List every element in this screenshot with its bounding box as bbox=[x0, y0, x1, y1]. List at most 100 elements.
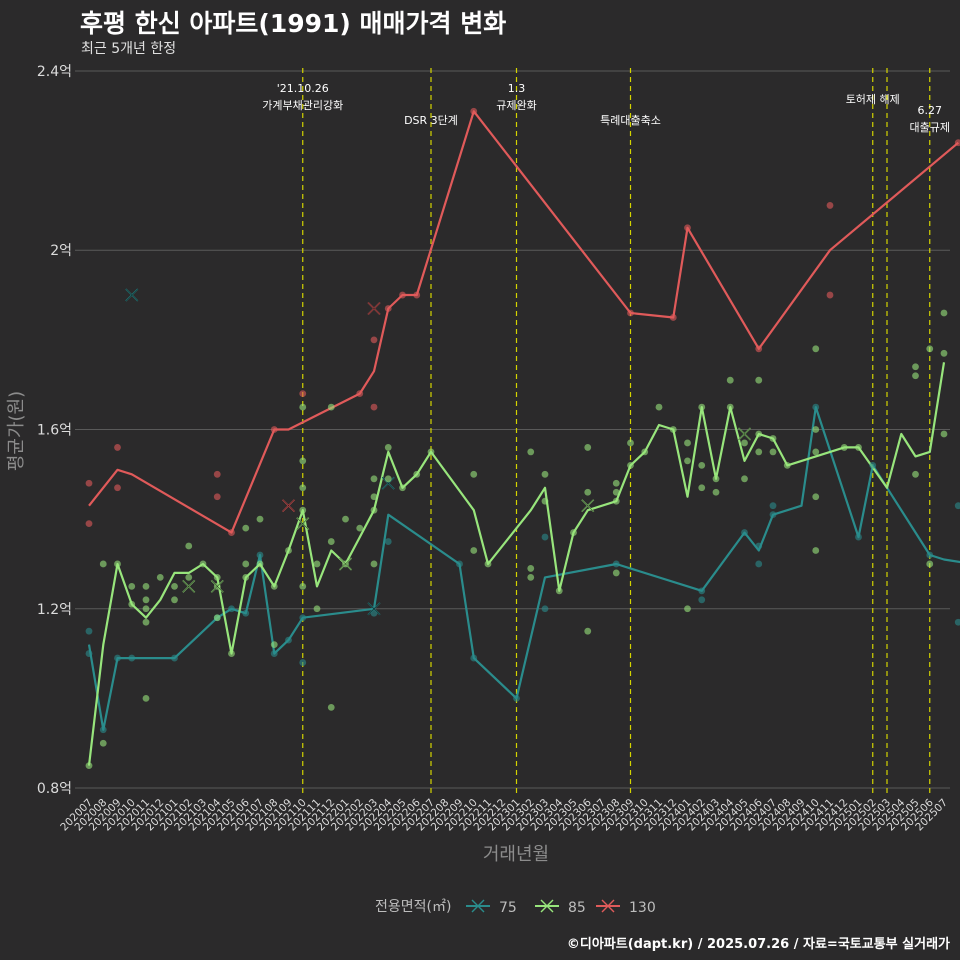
data-point-85 bbox=[755, 430, 763, 438]
grid-layer bbox=[75, 70, 950, 789]
data-point-85 bbox=[769, 435, 777, 442]
event-label: 토허제 해제 bbox=[846, 92, 900, 106]
chart-title: 후평 한신 아파트(1991) 매매가격 변화 bbox=[80, 9, 507, 38]
legend-label-75: 75 bbox=[499, 900, 517, 916]
cross-stroke bbox=[282, 499, 295, 512]
data-point-75 bbox=[698, 587, 706, 595]
legend-key-cross bbox=[540, 899, 554, 913]
data-point-85 bbox=[99, 560, 107, 568]
data-point-85 bbox=[128, 600, 136, 608]
data-point-75 bbox=[114, 654, 121, 662]
x-axis: 2020072020082020092020102020112020122021… bbox=[58, 796, 950, 833]
legend-key-cross bbox=[471, 899, 485, 913]
series-line-75 bbox=[87, 406, 960, 731]
data-point-85 bbox=[142, 582, 150, 590]
y-axis-title: 평균가(원) bbox=[6, 391, 27, 471]
cross-stroke bbox=[125, 288, 138, 302]
data-point-85 bbox=[612, 569, 620, 577]
data-point-85 bbox=[940, 349, 948, 357]
data-point-75 bbox=[541, 533, 549, 541]
event-label: 가계부채관리강화 bbox=[262, 99, 343, 112]
data-point-85 bbox=[299, 403, 307, 411]
event-label: DSR 3단계 bbox=[404, 114, 458, 127]
data-point-85 bbox=[327, 403, 335, 411]
data-point-75 bbox=[855, 533, 862, 541]
data-point-85 bbox=[370, 506, 378, 514]
data-point-130 bbox=[669, 314, 677, 321]
data-point-75 bbox=[242, 609, 250, 617]
data-point-85 bbox=[399, 484, 406, 492]
data-point-75 bbox=[228, 605, 235, 613]
data-point-130 bbox=[356, 390, 364, 398]
data-point-75 bbox=[285, 636, 292, 644]
y-tick-label: 2억 bbox=[50, 243, 72, 259]
data-point-85 bbox=[299, 506, 307, 514]
legend: 전용면적(㎡) 75 85 130 bbox=[375, 899, 656, 916]
data-point-85 bbox=[142, 618, 150, 626]
data-point-130 bbox=[826, 202, 834, 209]
data-point-85 bbox=[755, 376, 763, 384]
y-tick-label: 1.6억 bbox=[37, 423, 72, 439]
data-point-85 bbox=[270, 641, 278, 649]
data-point-130 bbox=[213, 470, 221, 478]
data-point-75 bbox=[299, 614, 307, 622]
data-point-85 bbox=[156, 573, 164, 581]
data-point-75 bbox=[698, 596, 706, 604]
data-point-85 bbox=[584, 444, 592, 451]
data-point-75 bbox=[270, 650, 278, 657]
data-point-85 bbox=[313, 605, 321, 613]
data-point-85 bbox=[912, 372, 919, 380]
cross-marker-130 bbox=[367, 301, 381, 315]
y-tick-label: 2.4억 bbox=[37, 64, 72, 80]
data-point-85 bbox=[812, 493, 820, 501]
series-line-130 bbox=[88, 110, 960, 534]
data-point-85 bbox=[541, 497, 549, 505]
data-point-85 bbox=[213, 573, 221, 581]
data-point-85 bbox=[769, 448, 777, 456]
data-point-85 bbox=[370, 493, 378, 501]
series-lines bbox=[87, 110, 960, 766]
data-point-75 bbox=[384, 538, 392, 545]
data-point-85 bbox=[85, 762, 93, 770]
data-point-75 bbox=[755, 560, 763, 568]
data-point-85 bbox=[228, 650, 235, 657]
data-point-75 bbox=[869, 461, 877, 469]
data-point-85 bbox=[384, 475, 392, 483]
cross-marker-75 bbox=[125, 288, 139, 302]
data-point-75 bbox=[171, 654, 178, 662]
data-point-130 bbox=[114, 484, 121, 492]
data-point-85 bbox=[627, 439, 634, 447]
data-point-85 bbox=[812, 426, 820, 433]
data-point-85 bbox=[698, 461, 706, 469]
data-point-85 bbox=[726, 376, 734, 384]
legend-label-85: 85 bbox=[568, 900, 586, 916]
data-point-75 bbox=[541, 605, 549, 613]
chart-subtitle: 최근 5개년 한정 bbox=[81, 41, 177, 57]
data-point-85 bbox=[142, 596, 150, 604]
legend-key-cross bbox=[601, 899, 615, 913]
y-tick-label: 0.8억 bbox=[37, 781, 72, 797]
data-point-85 bbox=[370, 475, 378, 483]
data-point-75 bbox=[741, 529, 748, 536]
event-label: 6.27 bbox=[918, 104, 943, 117]
data-point-130 bbox=[684, 224, 691, 232]
cross-stroke bbox=[296, 517, 309, 530]
data-point-75 bbox=[470, 654, 478, 662]
cross-stroke bbox=[339, 557, 352, 571]
data-point-85 bbox=[684, 605, 691, 613]
cross-stroke bbox=[382, 477, 395, 490]
data-point-75 bbox=[299, 659, 307, 666]
data-point-85 bbox=[612, 497, 620, 505]
data-point-85 bbox=[185, 542, 193, 550]
data-point-130 bbox=[384, 305, 392, 312]
source-caption: ©디아파트(dapt.kr) / 2025.07.26 / 자료=국토교통부 실… bbox=[566, 937, 950, 952]
data-point-75 bbox=[513, 695, 520, 702]
data-point-130 bbox=[114, 444, 121, 451]
data-point-85 bbox=[926, 560, 934, 568]
data-point-75 bbox=[769, 502, 777, 510]
data-point-130 bbox=[755, 345, 763, 353]
legend-label-130: 130 bbox=[629, 900, 656, 916]
legend-title: 전용면적(㎡) bbox=[375, 899, 451, 915]
